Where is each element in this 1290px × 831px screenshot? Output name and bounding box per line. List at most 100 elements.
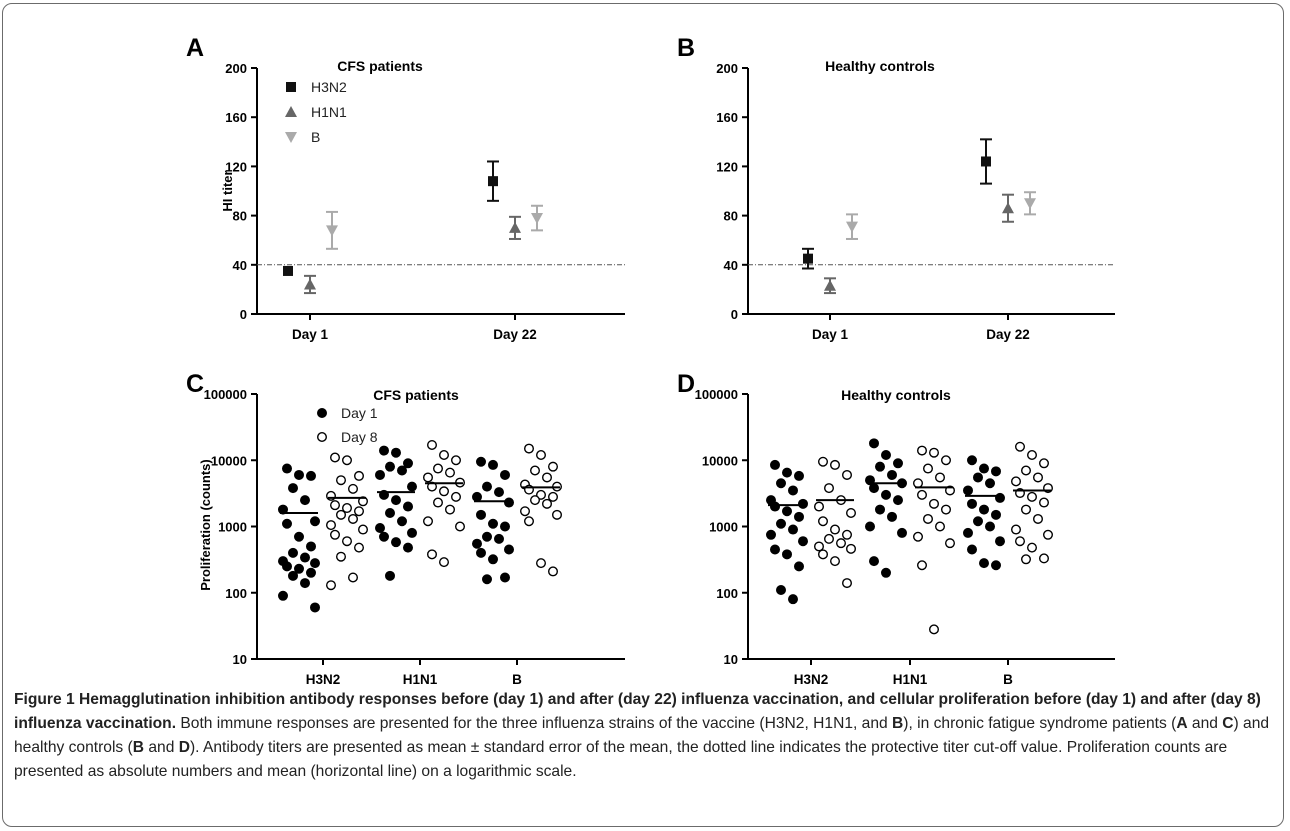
- data-point: [310, 516, 321, 527]
- data-point: [1015, 441, 1026, 452]
- data-point: [530, 465, 541, 476]
- data-point: [869, 483, 880, 494]
- data-point: [391, 447, 402, 458]
- data-point: [451, 491, 462, 502]
- y-tick-label: 100: [225, 586, 247, 601]
- data-point: [488, 518, 499, 529]
- data-point: [776, 585, 787, 596]
- caption-segment-4: and: [1187, 715, 1223, 732]
- data-point: [330, 529, 341, 540]
- data-point: [875, 504, 886, 515]
- data-point: [294, 531, 305, 542]
- data-point: [1021, 554, 1032, 565]
- data-point: [445, 504, 456, 515]
- data-point: [893, 458, 904, 469]
- data-point: [326, 580, 337, 591]
- x-tick-label: Day 1: [292, 327, 329, 342]
- data-point: [1026, 542, 1037, 553]
- y-tick-label: 120: [225, 159, 247, 174]
- x-tick-label: H1N1: [403, 672, 438, 687]
- data-point: [917, 445, 928, 456]
- data-point: [973, 516, 984, 527]
- data-point: [524, 516, 535, 527]
- data-point: [1026, 450, 1037, 461]
- data-point: [881, 450, 892, 461]
- data-point: [403, 542, 414, 553]
- data-point: [375, 522, 386, 533]
- data-point: [294, 469, 305, 480]
- data-point: [782, 506, 793, 517]
- data-point: [842, 469, 853, 480]
- data-point: [482, 481, 493, 492]
- data-point: [354, 470, 365, 481]
- data-point: [979, 558, 990, 569]
- y-tick-label: 100000: [204, 387, 247, 402]
- data-point: [1032, 472, 1043, 483]
- data-point: [282, 561, 293, 572]
- caption-segment-9: D: [178, 739, 190, 756]
- panel-title: CFS patients: [337, 58, 423, 74]
- data-point: [794, 511, 805, 522]
- data-point: [520, 506, 531, 517]
- data-point: [552, 509, 563, 520]
- mean-marker-h3n2: [981, 156, 991, 167]
- data-point: [818, 516, 829, 527]
- legend-marker: [285, 106, 297, 117]
- data-point: [967, 544, 978, 555]
- data-point: [530, 495, 541, 506]
- data-point: [385, 570, 396, 581]
- caption-segment-8: and: [144, 739, 179, 756]
- x-tick-label: Day 22: [986, 327, 1030, 342]
- mean-marker-h3n2: [283, 265, 293, 276]
- data-point: [830, 459, 841, 470]
- y-tick-label: 200: [716, 61, 738, 76]
- mean-marker-h3n2: [803, 253, 813, 264]
- data-point: [348, 572, 359, 583]
- data-point: [439, 557, 450, 568]
- data-point: [770, 459, 781, 470]
- data-point: [824, 483, 835, 494]
- data-point: [494, 533, 505, 544]
- data-point: [524, 443, 535, 454]
- data-point: [348, 483, 359, 494]
- data-point: [824, 533, 835, 544]
- y-tick-label: 160: [716, 110, 738, 125]
- panel-letter: C: [186, 370, 204, 398]
- data-point: [887, 469, 898, 480]
- panel-title: Healthy controls: [841, 387, 951, 403]
- data-point: [504, 497, 515, 508]
- data-point: [929, 447, 940, 458]
- legend-marker: [285, 132, 297, 143]
- data-point: [1038, 553, 1049, 564]
- legend-marker: [317, 432, 328, 443]
- data-point: [488, 554, 499, 565]
- data-point: [788, 524, 799, 535]
- mean-marker-h1n1: [824, 279, 836, 291]
- x-tick-label: H3N2: [794, 672, 829, 687]
- data-point: [788, 594, 799, 605]
- x-tick-label: Day 22: [493, 327, 537, 342]
- data-point: [923, 463, 934, 474]
- data-point: [945, 538, 956, 549]
- mean-marker-b: [846, 221, 858, 233]
- panel-letter: A: [186, 34, 204, 62]
- y-tick-label: 40: [724, 258, 738, 273]
- data-point: [929, 498, 940, 509]
- data-point: [488, 459, 499, 470]
- data-point: [439, 450, 450, 461]
- data-point: [923, 513, 934, 524]
- y-axis-label: HI titer: [220, 170, 235, 211]
- y-tick-label: 10: [233, 652, 247, 667]
- data-point: [1021, 504, 1032, 515]
- data-point: [455, 521, 466, 532]
- data-point: [875, 461, 886, 472]
- data-point: [407, 481, 418, 492]
- data-point: [278, 590, 289, 601]
- caption-segment-3: A: [1176, 715, 1188, 732]
- data-point: [798, 498, 809, 509]
- data-point: [282, 518, 293, 529]
- legend-label: H3N2: [311, 79, 347, 95]
- data-point: [348, 513, 359, 524]
- data-point: [967, 455, 978, 466]
- data-point: [995, 536, 1006, 547]
